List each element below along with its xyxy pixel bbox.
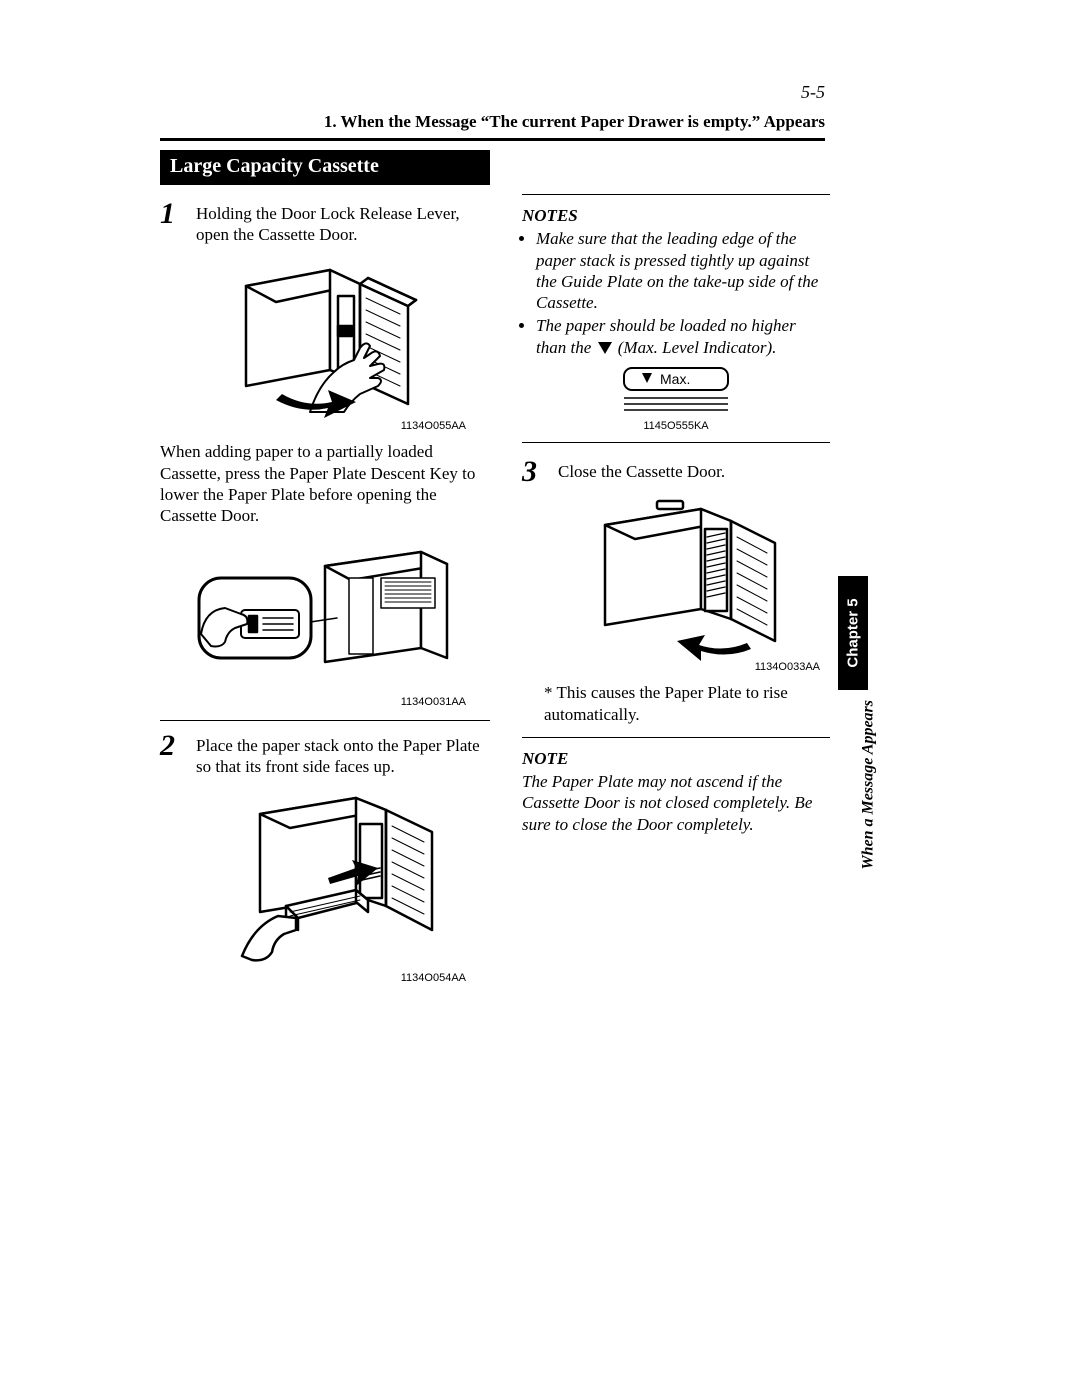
manual-page: 5-5 1. When the Message “The current Pap… (0, 0, 1080, 1397)
chapter-tab: Chapter 5 (838, 576, 868, 690)
notes-item-suffix: (Max. Level Indicator). (614, 338, 777, 357)
down-triangle-icon (598, 342, 612, 354)
step-text: Holding the Door Lock Release Lever, ope… (196, 199, 490, 246)
step-2: 2 Place the paper stack onto the Paper P… (160, 731, 490, 778)
note-body: The Paper Plate may not ascend if the Ca… (522, 771, 830, 835)
step-text: Close the Cassette Door. (558, 457, 830, 487)
notes-list: Make sure that the leading edge of the p… (522, 228, 830, 358)
step-number: 2 (160, 731, 184, 778)
page-number: 5-5 (801, 82, 825, 103)
step-number: 3 (522, 457, 546, 487)
step-text: Place the paper stack onto the Paper Pla… (196, 731, 490, 778)
side-caption: When a Message Appears (860, 700, 878, 870)
step-number: 1 (160, 199, 184, 246)
note-heading: NOTE (522, 748, 830, 769)
left-column: Large Capacity Cassette 1 Holding the Do… (160, 150, 490, 993)
right-column: NOTES Make sure that the leading edge of… (522, 150, 830, 993)
notes-item: The paper should be loaded no higher tha… (536, 315, 830, 358)
figure-open-door: 1134O055AA (160, 252, 490, 434)
figure-descent-key: 1134O031AA (160, 538, 490, 710)
divider (522, 442, 830, 443)
figure-code: 1145O555KA (522, 420, 830, 434)
figure-code: 1134O054AA (160, 972, 490, 986)
running-head: 1. When the Message “The current Paper D… (160, 112, 825, 141)
max-label-text: Max. (660, 371, 690, 387)
figure-close-door: 1134O033AA (522, 493, 830, 675)
figure-max-indicator: Max. 1145O555KA (522, 364, 830, 434)
step-1: 1 Holding the Door Lock Release Lever, o… (160, 199, 490, 246)
figure-code: 1134O033AA (522, 661, 830, 675)
content-columns: Large Capacity Cassette 1 Holding the Do… (160, 150, 830, 993)
chapter-tab-label: Chapter 5 (845, 598, 862, 667)
step-3: 3 Close the Cassette Door. (522, 457, 830, 487)
figure-load-paper: 1134O054AA (160, 784, 490, 986)
step-1-after-text: When adding paper to a partially loaded … (160, 441, 490, 526)
figure-code: 1134O031AA (160, 696, 490, 710)
divider (522, 194, 830, 195)
step-divider (160, 720, 490, 721)
notes-heading: NOTES (522, 205, 830, 226)
notes-item: Make sure that the leading edge of the p… (536, 228, 830, 313)
section-title: Large Capacity Cassette (160, 150, 490, 185)
step-3-star-note: * This causes the Paper Plate to rise au… (544, 682, 830, 725)
divider (522, 737, 830, 738)
figure-code: 1134O055AA (160, 420, 490, 434)
